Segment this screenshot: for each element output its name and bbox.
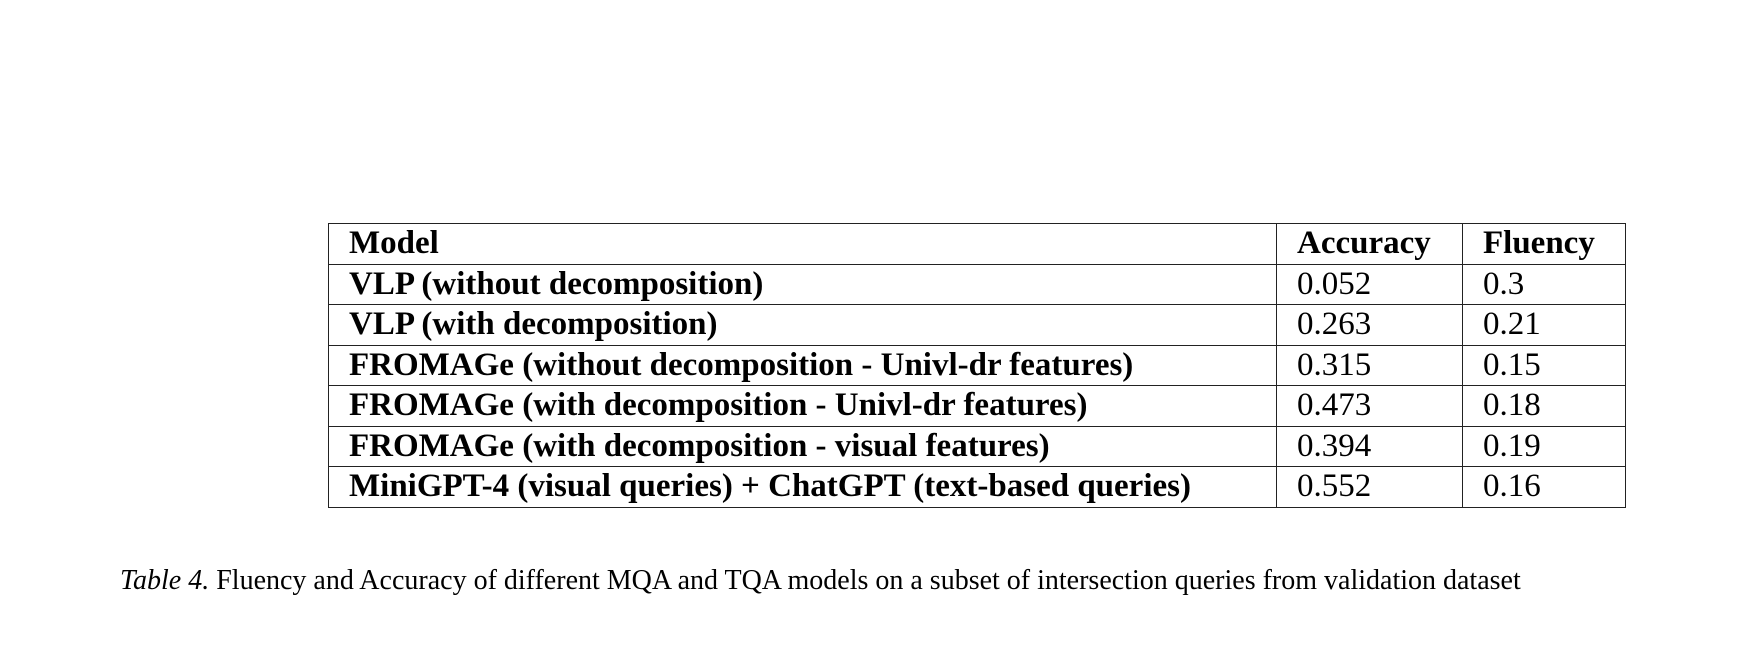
model-cell: VLP (without decomposition): [328, 263, 1277, 305]
fluency-cell: 0.21: [1462, 304, 1626, 346]
model-cell: FROMAGe (without decomposition - Univl-d…: [328, 344, 1277, 386]
model-cell: FROMAGe (with decomposition - Univl-dr f…: [328, 385, 1277, 427]
table-row: FROMAGe (with decomposition - Univl-dr f…: [328, 385, 1626, 427]
header-fluency: Fluency: [1462, 223, 1626, 265]
caption-text: Fluency and Accuracy of different MQA an…: [216, 565, 1521, 596]
table-row: FROMAGe (without decomposition - Univl-d…: [328, 344, 1626, 386]
table-caption: Table 4. Fluency and Accuracy of differe…: [120, 565, 1521, 597]
caption-label: Table 4.: [120, 565, 210, 596]
results-table: Model Accuracy Fluency VLP (without deco…: [328, 223, 1626, 508]
accuracy-cell: 0.315: [1276, 344, 1463, 386]
table-header-row: Model Accuracy Fluency: [328, 223, 1626, 265]
fluency-cell: 0.15: [1462, 344, 1626, 386]
table-row: VLP (without decomposition) 0.052 0.3: [328, 263, 1626, 305]
table-row: VLP (with decomposition) 0.263 0.21: [328, 304, 1626, 346]
fluency-cell: 0.18: [1462, 385, 1626, 427]
accuracy-cell: 0.052: [1276, 263, 1463, 305]
table-row: MiniGPT-4 (visual queries) + ChatGPT (te…: [328, 466, 1626, 508]
accuracy-cell: 0.552: [1276, 466, 1463, 508]
table-row: FROMAGe (with decomposition - visual fea…: [328, 425, 1626, 467]
fluency-cell: 0.19: [1462, 425, 1626, 467]
accuracy-cell: 0.263: [1276, 304, 1463, 346]
model-cell: VLP (with decomposition): [328, 304, 1277, 346]
fluency-cell: 0.16: [1462, 466, 1626, 508]
fluency-cell: 0.3: [1462, 263, 1626, 305]
model-cell: FROMAGe (with decomposition - visual fea…: [328, 425, 1277, 467]
accuracy-cell: 0.473: [1276, 385, 1463, 427]
accuracy-cell: 0.394: [1276, 425, 1463, 467]
header-accuracy: Accuracy: [1276, 223, 1463, 265]
header-model: Model: [328, 223, 1277, 265]
model-cell: MiniGPT-4 (visual queries) + ChatGPT (te…: [328, 466, 1277, 508]
